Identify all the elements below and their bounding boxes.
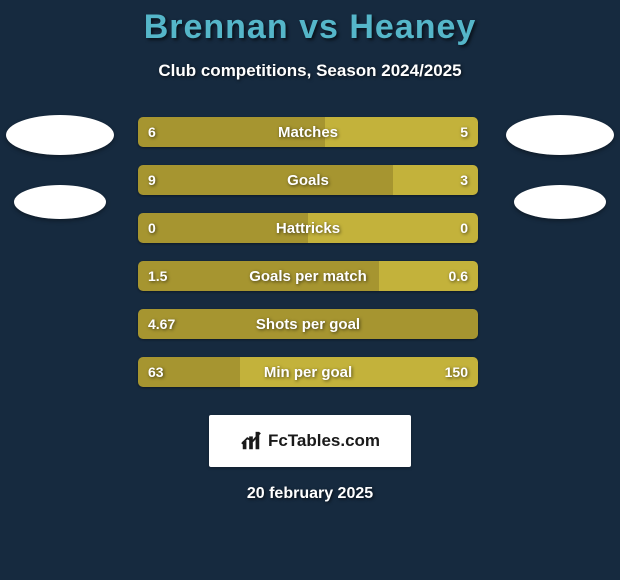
stat-value-right: 0	[460, 213, 468, 243]
stat-bar: Goals per match1.50.6	[138, 261, 478, 291]
stat-value-left: 63	[148, 357, 164, 387]
bar-segment-left	[138, 117, 325, 147]
stat-value-right: 0.6	[449, 261, 468, 291]
comparison-card: Brennan vs Heaney Club competitions, Sea…	[0, 0, 620, 580]
player-a-team-avatar	[14, 185, 106, 219]
player-a-name: Brennan	[144, 8, 289, 46]
brand-badge: FcTables.com	[209, 415, 411, 467]
bar-segment-right	[240, 357, 478, 387]
player-b-avatar	[506, 115, 614, 155]
stat-value-right: 5	[460, 117, 468, 147]
brand-text: FcTables.com	[268, 431, 380, 451]
stat-value-left: 6	[148, 117, 156, 147]
stat-value-right: 3	[460, 165, 468, 195]
stat-bar: Goals93	[138, 165, 478, 195]
stat-value-left: 0	[148, 213, 156, 243]
bar-segment-left	[138, 213, 308, 243]
brand-chart-icon	[240, 430, 262, 452]
stat-value-left: 1.5	[148, 261, 167, 291]
stat-bar: Shots per goal4.67	[138, 309, 478, 339]
stat-value-left: 9	[148, 165, 156, 195]
bar-segment-right	[325, 117, 478, 147]
stat-value-left: 4.67	[148, 309, 175, 339]
footer-date: 20 february 2025	[0, 485, 620, 503]
stat-bars: Matches65Goals93Hattricks00Goals per mat…	[138, 117, 478, 387]
bar-segment-right	[308, 213, 478, 243]
left-avatar-column	[6, 115, 114, 219]
bar-segment-left	[138, 165, 393, 195]
player-b-team-avatar	[514, 185, 606, 219]
bar-segment-left	[138, 309, 478, 339]
stat-bar: Matches65	[138, 117, 478, 147]
stat-bar: Min per goal63150	[138, 357, 478, 387]
content-row: Matches65Goals93Hattricks00Goals per mat…	[0, 117, 620, 387]
vs-label: vs	[299, 8, 339, 46]
bar-segment-left	[138, 261, 379, 291]
subtitle: Club competitions, Season 2024/2025	[0, 61, 620, 81]
stat-value-right: 150	[445, 357, 468, 387]
player-a-avatar	[6, 115, 114, 155]
right-avatar-column	[502, 115, 614, 219]
stat-bar: Hattricks00	[138, 213, 478, 243]
player-b-name: Heaney	[349, 8, 476, 46]
title: Brennan vs Heaney	[0, 8, 620, 47]
